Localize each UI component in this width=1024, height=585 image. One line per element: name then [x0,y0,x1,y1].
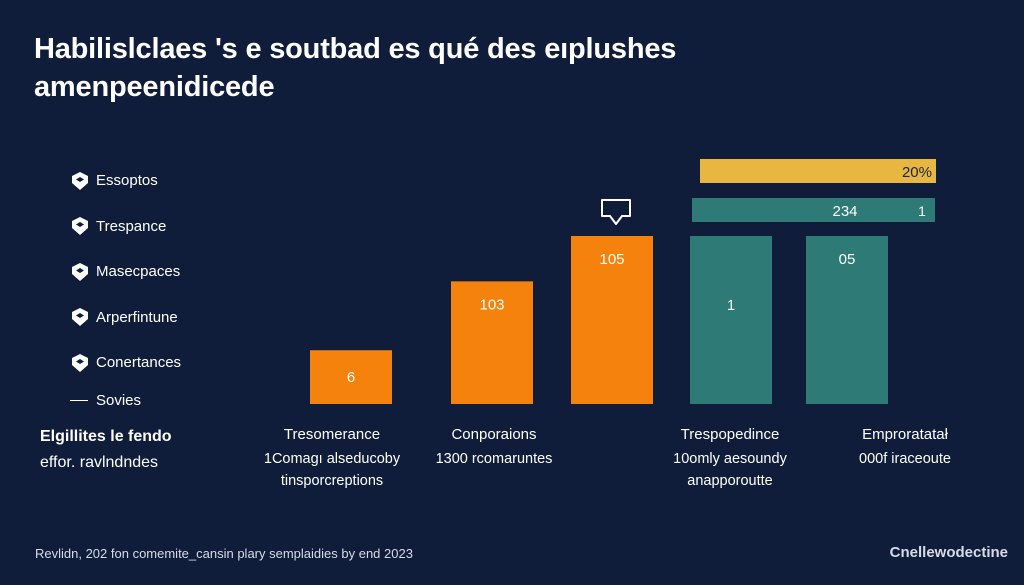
dash-icon [70,399,88,402]
category-label-sub: tinsporcreptions [280,473,384,489]
category-label-main: Conporaions [451,426,537,443]
chart-title: Habilislclaes 's e soutbad es qué des eı… [34,30,676,106]
legend-item: Conertances [70,340,270,386]
bar [690,236,772,404]
footer-note: Revlidn, 202 fon comemite_cansin plary s… [35,546,413,561]
category-label: Trespopedince 10omly aesoundy anapporout… [640,424,820,492]
bar-value-label: 6 [347,369,355,386]
legend-item: Masecpaces [70,249,270,295]
shield-icon [72,217,88,236]
shield-icon [72,353,88,372]
bar [451,281,533,404]
legend-label: Masecpaces [96,263,181,281]
legend-label: Arperfintune [96,308,178,326]
legend-label: Trespance [96,217,167,235]
horizontal-bar-label: 234 [832,203,857,220]
legend-item: Sovies [70,388,270,414]
bar [571,236,653,404]
bar [806,236,888,404]
category-label-main: Emproratatał [862,426,948,443]
speech-bubble-icon [601,199,631,225]
category-label-main: Trespopedince [680,426,780,443]
shield-icon [72,171,88,190]
category-label-sub: 1300 rcomaruntes [435,451,553,467]
legend-item: Arperfintune [70,295,270,341]
bar-value-label: 1 [727,297,735,314]
horizontal-bar-extra-label: 1 [918,203,926,219]
bar-value-label: 103 [479,296,504,313]
shield-icon [72,308,88,327]
category-label: Emproratatał 000f iraceoute [815,424,995,470]
legend-item: Essoptos [70,158,270,204]
side-note: Elgillites le fendo effor. ravlndndes [40,424,172,476]
bar [310,350,392,404]
category-label-sub: anapporoutte [687,473,773,489]
bar-value-label: 105 [599,251,624,268]
side-note-line-1: Elgillites le fendo [40,428,172,445]
brand-logo: Cnellewodectine [889,544,1008,561]
horizontal-bar [692,198,935,222]
legend-item: Trespance [70,204,270,250]
side-note-line-2: effor. ravlndndes [40,454,159,471]
category-label-sub: 10omly aesoundy [673,451,787,467]
shield-icon [72,262,88,281]
category-label: Tresomerance 1Comagı alseducoby tinsporc… [242,424,422,492]
category-label-sub: 000f iraceoute [859,451,951,467]
legend-label: Conertances [96,354,182,372]
horizontal-bar [700,159,936,183]
legend: Essoptos Trespance Masecpaces Arperfintu… [70,158,270,414]
horizontal-bar-label: 20% [902,164,932,181]
category-label-sub: 1Comagı alseducoby [263,451,401,467]
category-label-main: Tresomerance [283,426,381,443]
legend-label: Sovies [96,392,142,409]
bar-value-label: 05 [839,251,856,268]
title-line-1: Habilislclaes 's e soutbad es qué des eı… [34,33,677,65]
legend-label: Essoptos [96,172,158,190]
category-label: Conporaions 1300 rcomaruntes [404,424,584,470]
title-line-2: amenpeenidicede [34,71,275,103]
